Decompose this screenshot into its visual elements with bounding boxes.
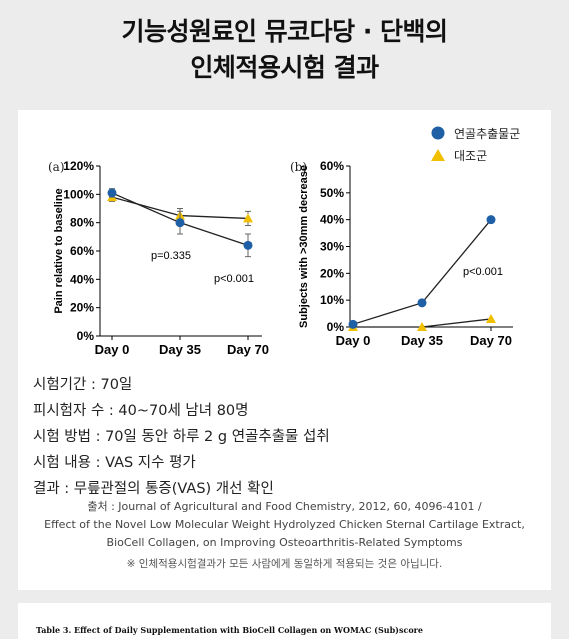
info-method: 시험 방법 : 70일 동안 하루 2 g 연골추출물 섭취: [33, 429, 330, 445]
results-card: [18, 110, 551, 590]
y-tick-label: 60%: [70, 244, 94, 258]
panel-label-b: (b): [290, 160, 308, 174]
info-result: 결과 : 무릎관절의 통증(VAS) 개선 확인: [33, 481, 274, 497]
chart-a: Pain relative to baseline 0% 20% 40% 60% 80% 1…: [53, 160, 269, 357]
data-point: [417, 322, 427, 331]
x-tick-label: Day 70: [227, 342, 269, 357]
legend-label-control: 대조군: [454, 148, 488, 163]
data-point: [486, 313, 496, 323]
triangle-marker-icon: [431, 149, 445, 161]
info-content: 시험 내용 : VAS 지수 평가: [33, 455, 196, 471]
y-tick-label: 20%: [320, 266, 344, 280]
data-point: [107, 188, 117, 198]
circle-marker-icon: [431, 126, 445, 140]
table-caption: Table 3. Effect of Daily Supplementation…: [36, 625, 423, 635]
x-tick-label: Day 35: [401, 333, 443, 348]
panel-label-a: (a): [48, 160, 65, 174]
y-axis-label: Pain relative to baseline: [53, 188, 65, 313]
legend-label-treatment: 연골추출물군: [454, 126, 521, 141]
y-tick-label: 10%: [320, 293, 344, 307]
x-tick-label: Day 35: [159, 342, 201, 357]
y-tick-label: 30%: [320, 240, 344, 254]
y-tick-label: 40%: [70, 272, 94, 286]
table-card: [18, 603, 551, 639]
data-point: [175, 218, 185, 228]
source-citation: 출처 : Journal of Agricultural and Food Ch…: [18, 498, 551, 552]
disclaimer-note: ※ 인체적용시험결과가 모든 사람에게 동일하게 적용되는 것은 아닙니다.: [126, 558, 443, 570]
source-line-3: BioCell Collagen, on Improving Osteoarth…: [106, 536, 463, 549]
info-subjects: 피시험자 수 : 40~70세 남녀 80명: [33, 403, 249, 419]
y-tick-label: 0%: [77, 329, 95, 343]
y-tick-label: 40%: [320, 213, 344, 227]
y-tick-label: 100%: [63, 187, 94, 201]
data-point: [243, 240, 253, 250]
p-value-annotation: p=0.335: [151, 250, 191, 262]
title-line-2: 인체적용시험 결과: [190, 53, 379, 82]
data-point: [486, 215, 496, 225]
legend-item-treatment: 연골추출물군: [430, 122, 520, 144]
y-tick-label: 120%: [63, 160, 94, 173]
y-tick-label: 0%: [327, 320, 345, 334]
info-period: 시험기간 : 70일: [33, 377, 133, 393]
page-title: 기능성원료인 뮤코다당 · 단백의 인체적용시험 결과: [0, 14, 569, 86]
y-axis-label: Subjects with >30mm decrease: [298, 165, 310, 328]
x-tick-label: Day 0: [336, 333, 371, 348]
y-tick-label: 60%: [320, 160, 344, 173]
source-line-2: Effect of the Novel Low Molecular Weight…: [44, 518, 525, 531]
legend-item-control: 대조군: [430, 144, 520, 166]
data-point: [243, 213, 253, 223]
y-tick-label: 50%: [320, 186, 344, 200]
chart-b: Subjects with >30mm decrease 0% 10% 20% 30% 4…: [298, 160, 513, 348]
legend: 연골추출물군 대조군: [430, 122, 520, 166]
y-tick-label: 80%: [70, 216, 94, 230]
x-tick-label: Day 0: [95, 342, 130, 357]
data-point: [417, 298, 427, 308]
y-tick-label: 20%: [70, 301, 94, 315]
x-tick-label: Day 70: [470, 333, 512, 348]
trial-info: 시험기간 : 70일 피시험자 수 : 40~70세 남녀 80명 시험 방법 …: [33, 372, 330, 502]
data-point: [348, 319, 358, 329]
p-value-annotation: p<0.001: [463, 266, 503, 278]
source-line-1: 출처 : Journal of Agricultural and Food Ch…: [87, 500, 482, 513]
p-value-annotation: p<0.001: [214, 273, 254, 285]
title-line-1: 기능성원료인 뮤코다당 · 단백의: [121, 17, 448, 46]
